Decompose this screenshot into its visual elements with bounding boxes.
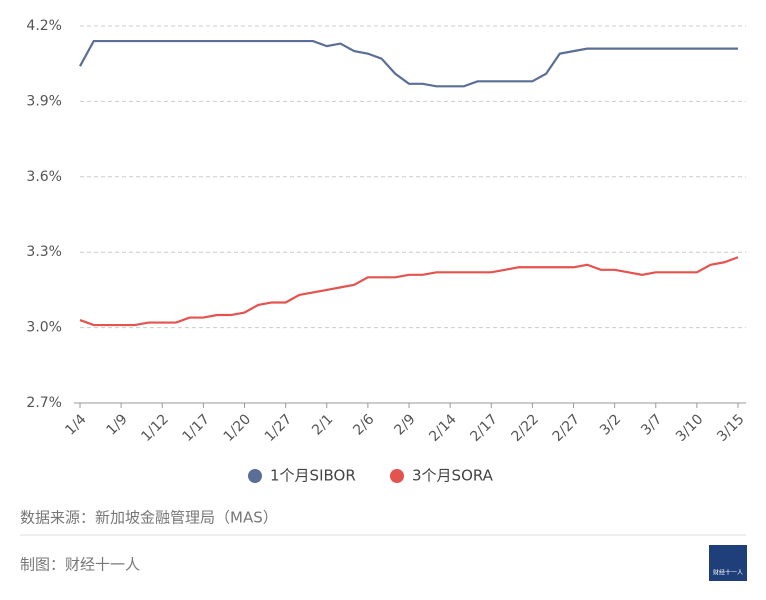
- x-tick-label: 1/9: [104, 411, 131, 438]
- x-tick-label: 1/12: [138, 411, 172, 445]
- source-note: 数据来源：新加坡金融管理局（MAS）: [20, 509, 278, 527]
- y-tick-label: 3.0%: [26, 320, 62, 336]
- x-tick-label: 2/9: [391, 411, 418, 438]
- legend-label: 3个月SORA: [412, 467, 494, 485]
- x-tick-label: 2/6: [350, 411, 377, 438]
- x-tick-label: 1/20: [221, 411, 255, 445]
- credit-note: 制图：财经十一人: [20, 556, 140, 574]
- x-tick-label: 3/7: [638, 411, 665, 438]
- y-tick-label: 3.6%: [26, 169, 62, 185]
- x-tick-label: 2/17: [467, 411, 501, 445]
- x-tick-label: 2/22: [508, 411, 542, 445]
- x-tick-label: 2/14: [426, 411, 460, 445]
- x-tick-label: 3/10: [673, 411, 707, 445]
- y-tick-label: 3.3%: [26, 244, 62, 260]
- y-tick-label: 4.2%: [26, 18, 62, 34]
- logo: [709, 545, 747, 581]
- x-tick-label: 1/4: [62, 411, 89, 438]
- y-tick-label: 2.7%: [26, 395, 62, 411]
- x-tick-label: 1/17: [179, 411, 213, 445]
- x-tick-label: 3/2: [597, 411, 624, 438]
- legend-marker: [390, 469, 404, 483]
- series-line: [79, 39, 738, 88]
- series-line: [79, 256, 739, 327]
- y-tick-label: 3.9%: [26, 93, 62, 109]
- legend-marker: [248, 469, 262, 483]
- logo-text: 财经十一人: [713, 569, 743, 577]
- x-tick-label: 1/27: [262, 411, 296, 445]
- legend-label: 1个月SIBOR: [270, 467, 356, 485]
- x-tick-label: 2/27: [550, 411, 584, 445]
- x-tick-label: 2/1: [309, 411, 336, 438]
- x-tick-label: 3/15: [714, 411, 748, 445]
